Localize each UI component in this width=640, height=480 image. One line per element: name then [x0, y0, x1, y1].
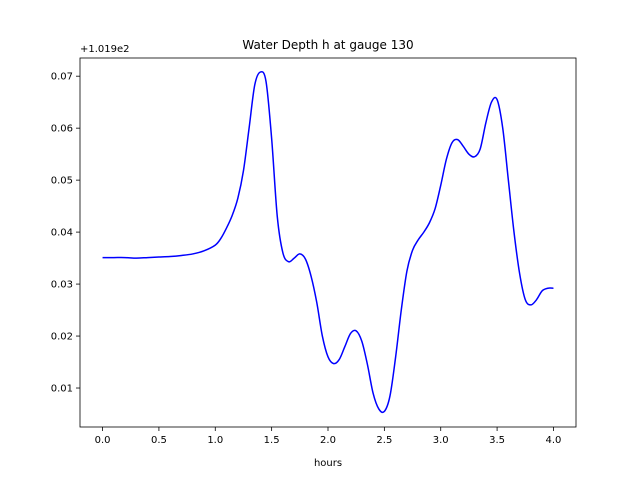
x-tick-label: 3.5 [489, 435, 505, 446]
x-tick-label: 2.0 [320, 435, 336, 446]
y-tick-label: 0.04 [51, 228, 73, 239]
y-tick-label: 0.01 [51, 384, 73, 395]
chart-title: Water Depth h at gauge 130 [242, 38, 413, 52]
y-offset-label: +1.019e2 [80, 44, 130, 55]
x-tick-label: 2.5 [376, 435, 392, 446]
y-axis-ticks: 0.01 0.02 0.03 0.04 0.05 0.06 0.07 [51, 72, 80, 395]
x-tick-label: 1.5 [264, 435, 280, 446]
y-tick-label: 0.05 [51, 176, 73, 187]
series-layer [102, 70, 554, 414]
y-tick-label: 0.07 [51, 72, 73, 83]
x-tick-label: 0.5 [151, 435, 167, 446]
x-tick-label: 4.0 [546, 435, 562, 446]
y-tick-label: 0.03 [51, 280, 73, 291]
plot-frame [79, 57, 577, 428]
x-tick-label: 1.0 [207, 435, 223, 446]
x-tick-label: 3.0 [433, 435, 449, 446]
y-tick-label: 0.06 [51, 124, 73, 135]
y-tick-label: 0.02 [51, 332, 73, 343]
x-tick-label: 0.0 [95, 435, 111, 446]
series-line-0 [102, 70, 554, 414]
x-axis-ticks: 0.0 0.5 1.0 1.5 2.0 2.5 3.0 3.5 4.0 [95, 427, 562, 446]
x-axis-label: hours [314, 458, 342, 469]
